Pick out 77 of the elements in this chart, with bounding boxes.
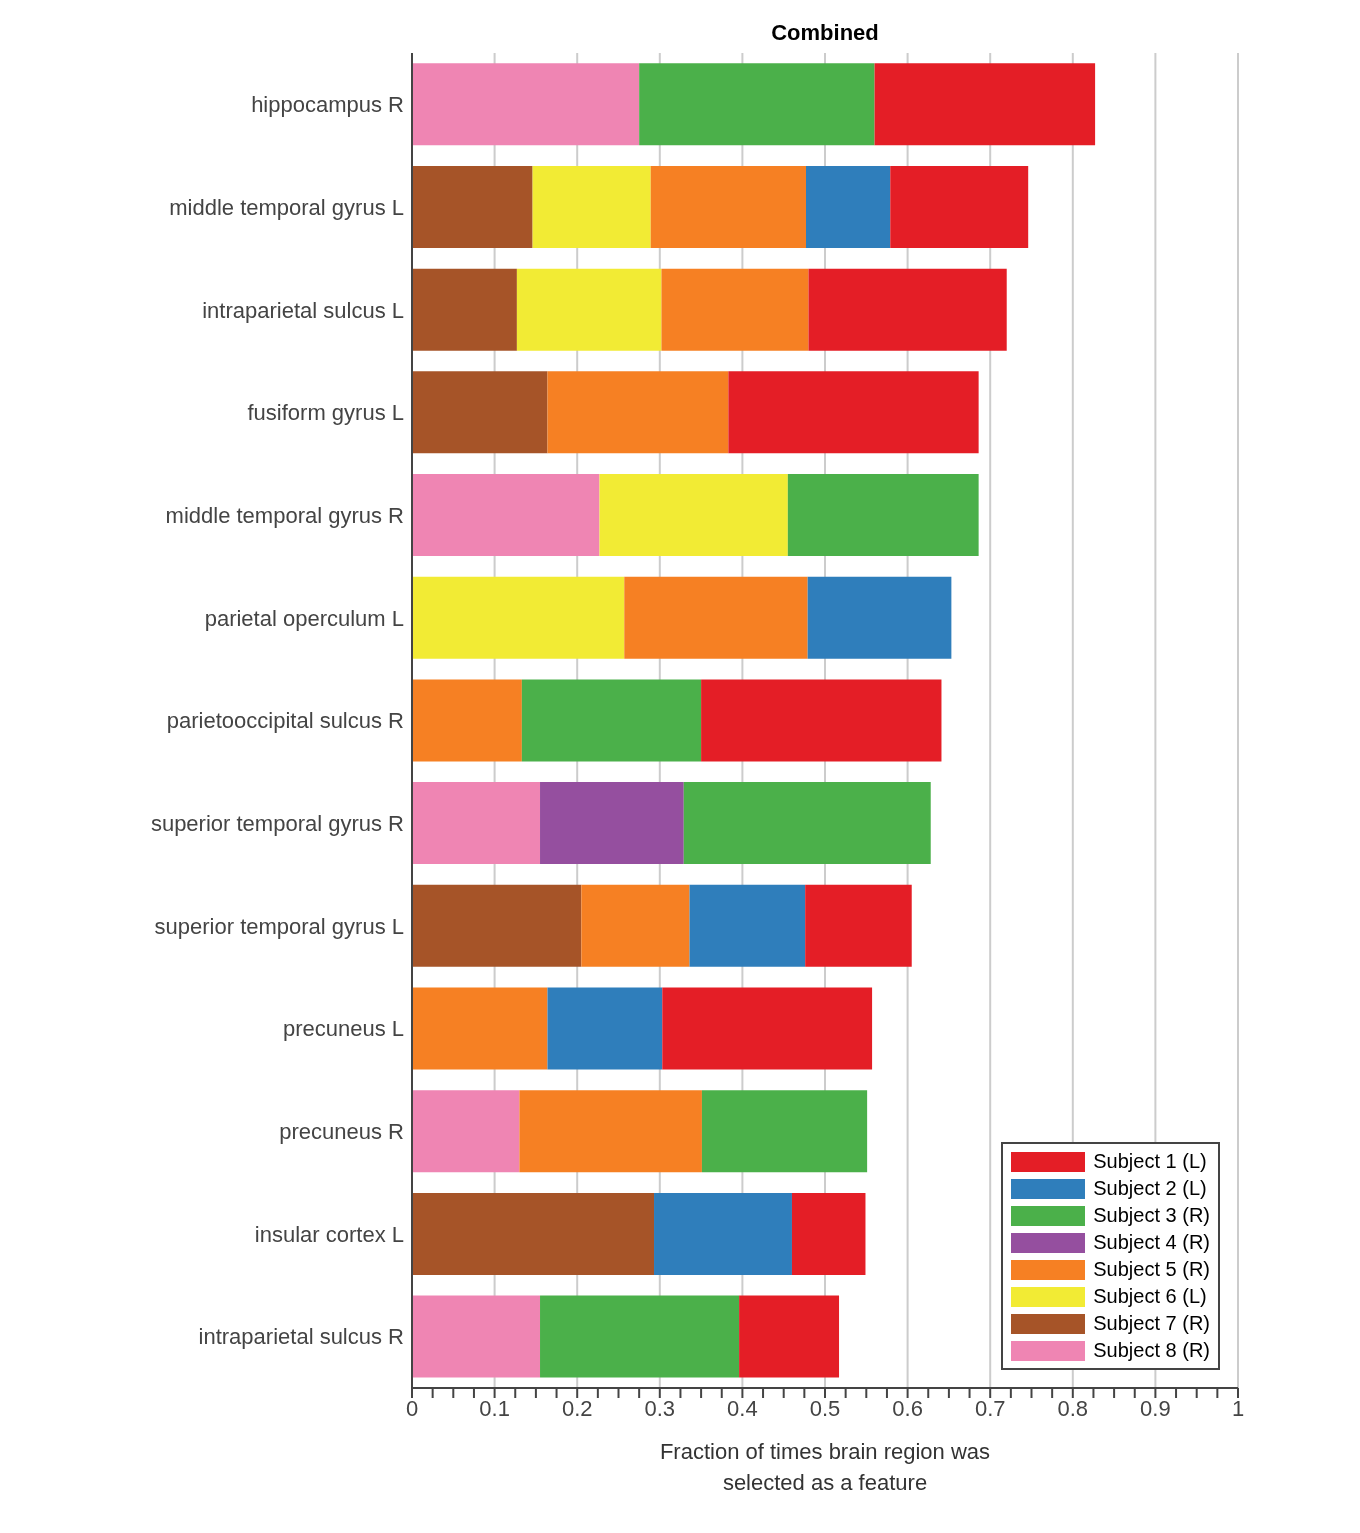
x-tick-label: 0.1: [479, 1395, 510, 1421]
bar: [739, 1295, 840, 1378]
legend-label: Subject 8 (R): [1093, 1339, 1210, 1362]
x-tick-label: 0: [405, 1395, 419, 1421]
bar: [683, 782, 931, 865]
legend-label: Subject 3 (R): [1093, 1204, 1210, 1227]
bar: [805, 884, 912, 967]
x-tick-label: 0.8: [1057, 1395, 1089, 1421]
x-tick-label: 0.4: [727, 1395, 758, 1421]
x-tick-label: 0.7: [974, 1395, 1006, 1421]
legend-label: Subject 6 (L): [1093, 1285, 1207, 1308]
bar: [516, 268, 662, 351]
x-tick-label: 0.9: [1140, 1395, 1171, 1421]
bar: [532, 165, 651, 248]
x-axis-title: Fraction of times brain region was selected as a feature: [658, 1438, 992, 1497]
legend-label: Subject 1 (L): [1093, 1150, 1207, 1173]
x-tick-label: 0.5: [809, 1395, 841, 1421]
bar: [874, 63, 1096, 146]
bar: [412, 679, 522, 762]
bar: [599, 474, 788, 557]
bar: [540, 782, 684, 865]
y-tick-label: parietal operculum L: [204, 605, 404, 631]
bar: [412, 371, 548, 454]
bar: [519, 1090, 702, 1173]
y-tick-label: intraparietal sulcus L: [202, 297, 404, 323]
bar: [662, 987, 873, 1070]
bar: [412, 987, 548, 1070]
y-tick-label: middle temporal gyrus R: [165, 502, 404, 528]
bar: [521, 679, 702, 762]
y-tick-label: middle temporal gyrus L: [169, 194, 404, 220]
bar: [890, 165, 1029, 248]
bar: [540, 1295, 740, 1378]
bar: [808, 268, 1007, 351]
bar: [412, 63, 640, 146]
legend-label: Subject 4 (R): [1093, 1231, 1210, 1254]
bar: [547, 987, 663, 1070]
x-tick-label: 0.6: [892, 1395, 923, 1421]
bar: [581, 884, 690, 967]
bar: [787, 474, 979, 557]
bar: [412, 1295, 541, 1378]
y-tick-label: precuneus L: [282, 1016, 404, 1042]
bar: [806, 165, 891, 248]
y-tick-label: superior temporal gyrus R: [150, 811, 404, 836]
bar: [412, 474, 600, 557]
x-tick-label: 1: [1231, 1395, 1245, 1421]
x-tick-label: 0.2: [561, 1395, 593, 1421]
bar: [689, 884, 806, 967]
y-tick-label: precuneus R: [279, 1119, 404, 1145]
legend-label: Subject 2 (L): [1093, 1177, 1207, 1200]
x-tick-label: 0.3: [644, 1395, 676, 1421]
bar: [701, 679, 942, 762]
bar: [412, 1090, 520, 1173]
y-tick-label: intraparietal sulcus R: [198, 1324, 404, 1350]
chart-title: Combined: [770, 20, 880, 46]
bar: [701, 1090, 868, 1173]
legend-label: Subject 5 (R): [1093, 1258, 1210, 1281]
bar: [654, 1192, 792, 1275]
bar: [807, 576, 952, 659]
bar: [412, 165, 533, 248]
y-tick-label: insular cortex L: [254, 1221, 404, 1247]
bar: [412, 884, 582, 967]
y-tick-label: parietooccipital sulcus R: [166, 708, 404, 734]
bar: [412, 268, 517, 351]
y-tick-label: superior temporal gyrus L: [154, 913, 404, 939]
bar: [624, 576, 808, 659]
bar: [547, 371, 729, 454]
bar: [791, 1192, 866, 1275]
bar: [412, 576, 625, 659]
y-tick-label: fusiform gyrus L: [247, 400, 404, 426]
bar: [412, 782, 541, 865]
bar: [412, 1192, 655, 1275]
bar: [661, 268, 809, 351]
y-tick-label: hippocampus R: [251, 92, 404, 118]
bar: [650, 165, 806, 248]
bar: [639, 63, 875, 146]
bar: [728, 371, 979, 454]
legend-label: Subject 7 (R): [1093, 1312, 1210, 1335]
